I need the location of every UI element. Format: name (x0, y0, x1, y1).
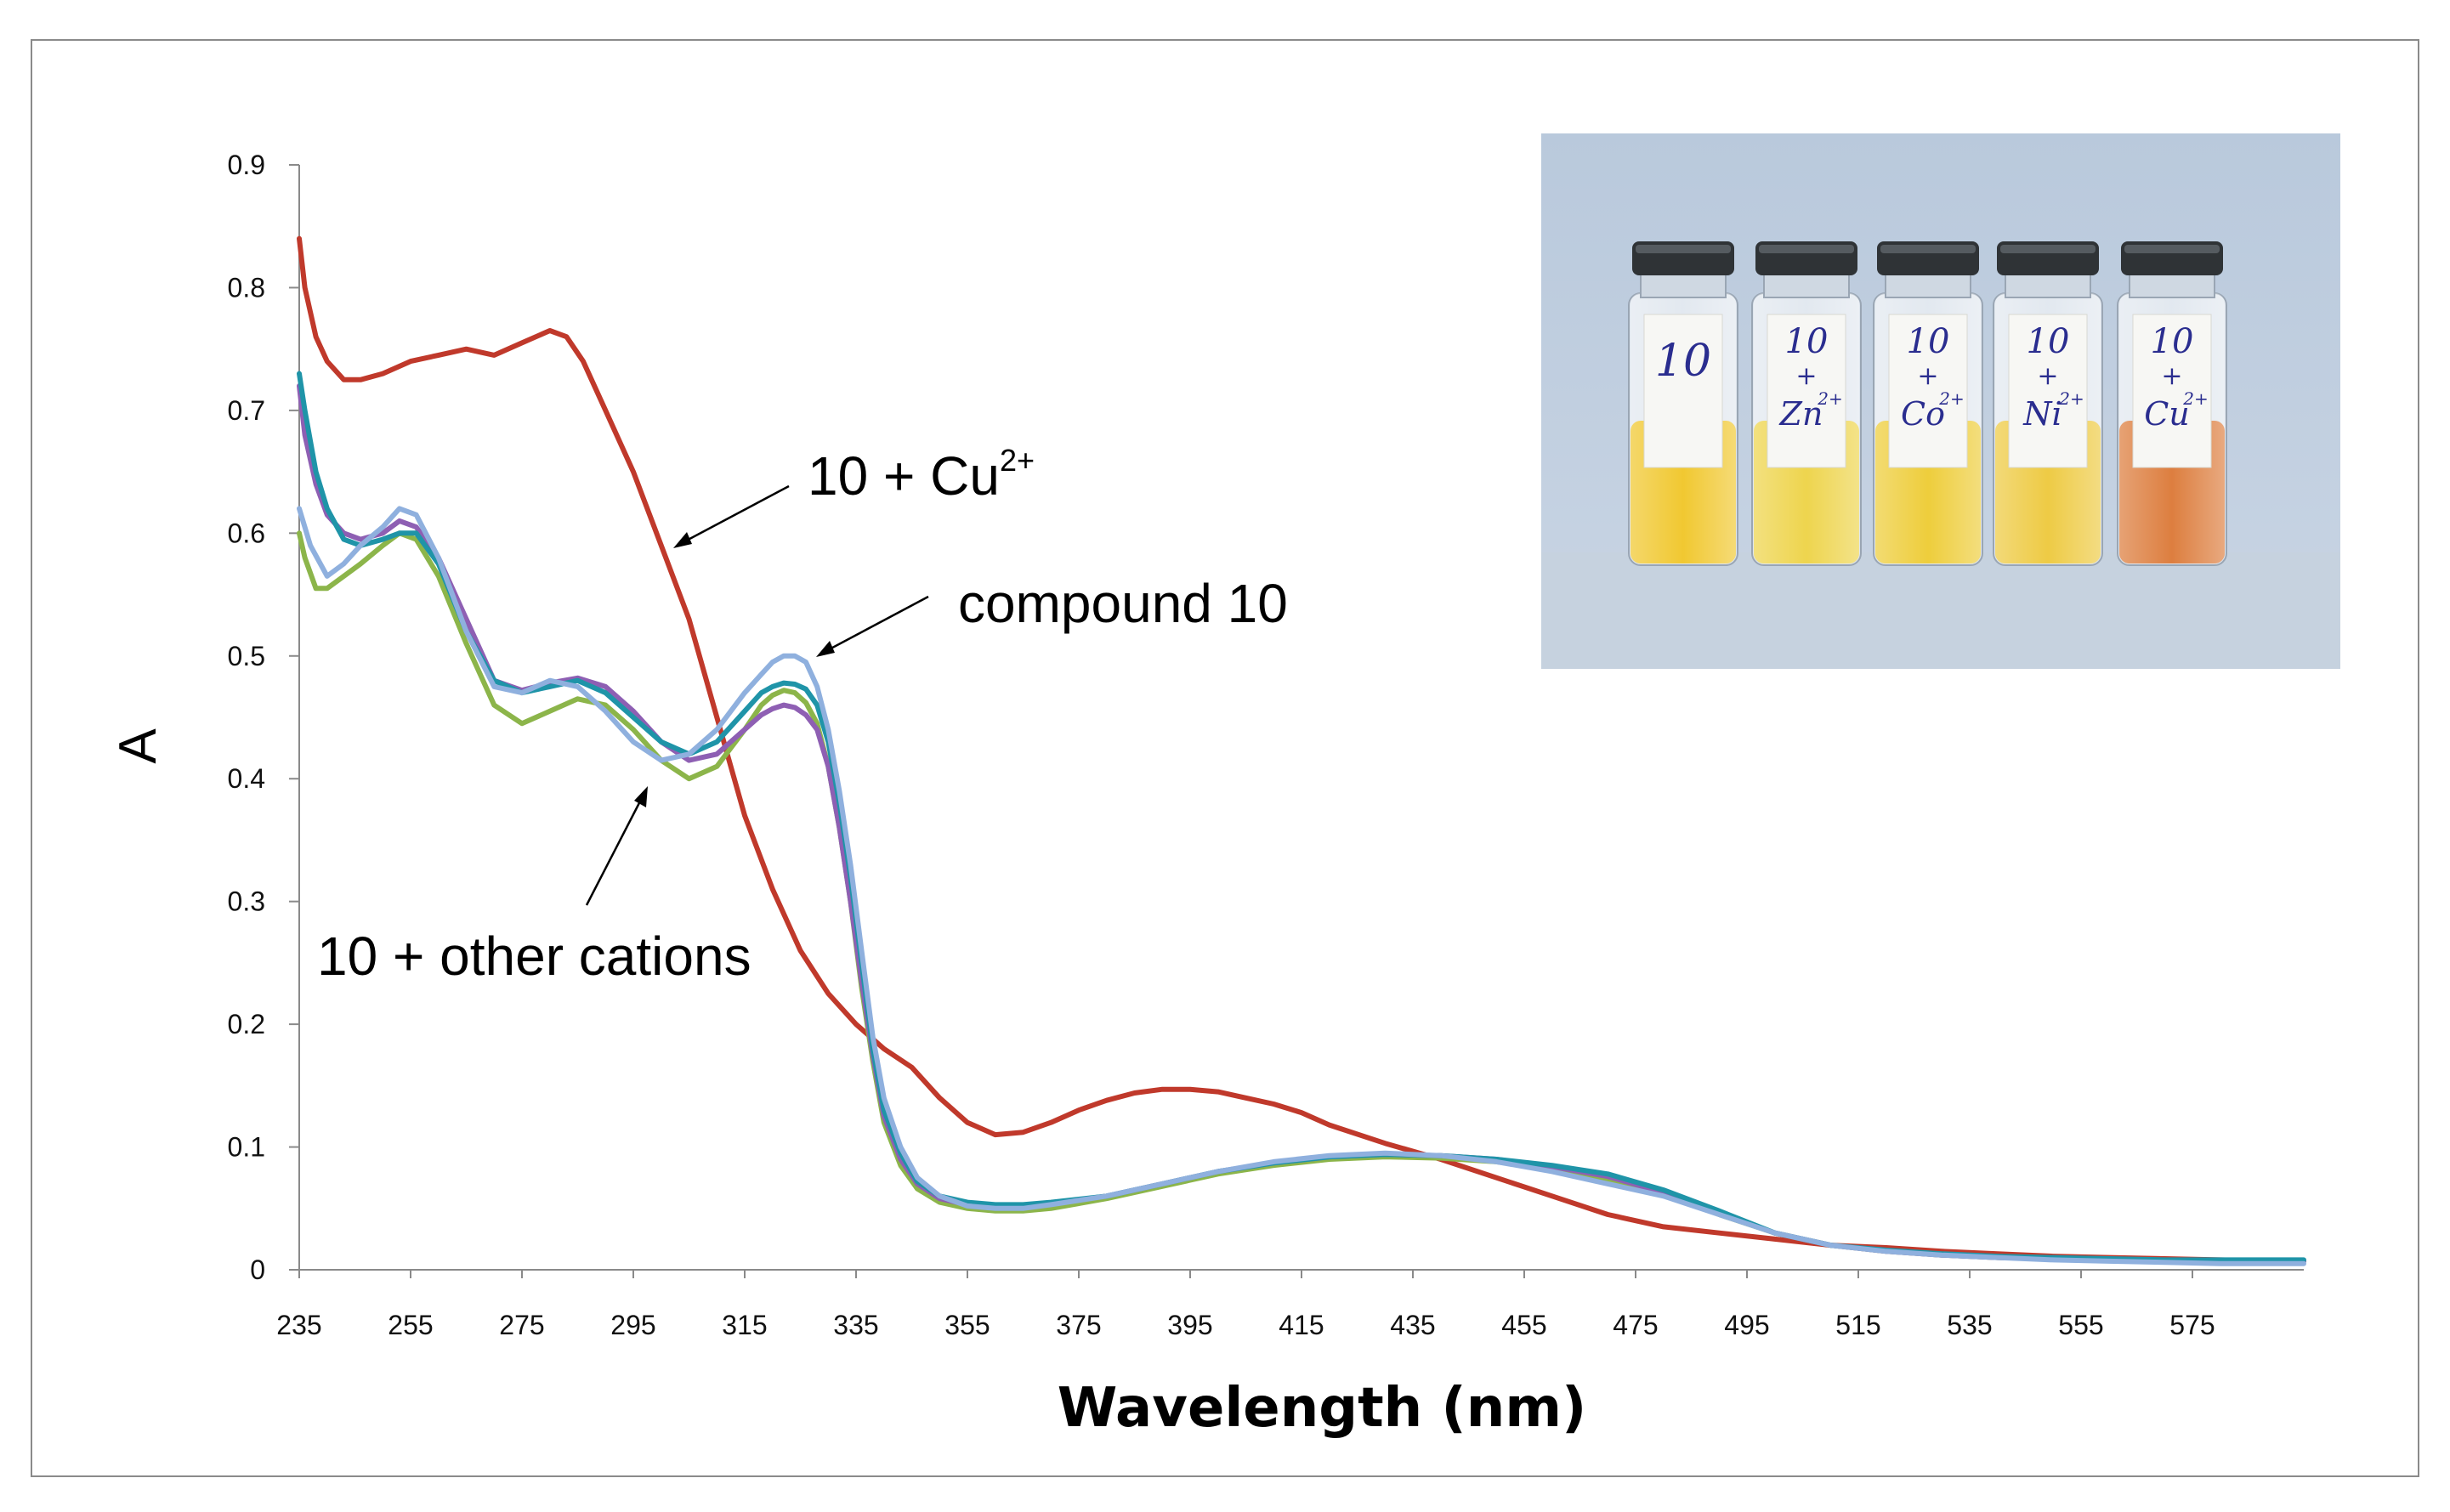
vial-label-sup: 2+ (2058, 388, 2084, 409)
x-tick-label: 575 (2169, 1310, 2215, 1340)
vial-cap-highlight (1880, 245, 1976, 253)
x-tick-label: 255 (388, 1310, 433, 1340)
y-tick-label: 0 (250, 1254, 265, 1285)
x-tick-label: 515 (1835, 1310, 1880, 1340)
y-tick-label: 0.7 (228, 395, 265, 426)
annotation-other-label: 10 + other cations (317, 926, 751, 987)
inset-shelf (1541, 552, 2340, 669)
y-tick-label: 0.4 (228, 763, 265, 794)
annotation-cu: 10 + Cu2+ (673, 443, 1035, 548)
y-tick-label: 0.2 (228, 1009, 265, 1039)
y-tick-label: 0.8 (228, 272, 265, 303)
vial: 10+ Zn2+ (1751, 241, 1862, 566)
vial-label-sup: 2+ (1938, 388, 1964, 409)
x-tick-label: 355 (944, 1310, 990, 1340)
y-tick-label: 0.6 (228, 518, 265, 548)
vial-label-text: 10 (1907, 322, 1950, 361)
annotation-cu-arrow (679, 484, 790, 546)
annotation-other-arrowhead (634, 786, 648, 807)
vial-cap-highlight (1759, 245, 1854, 253)
annotation-cu-arrowhead (673, 532, 692, 548)
x-tick-label: 415 (1279, 1310, 1324, 1340)
vial-cap-highlight (2000, 245, 2096, 253)
vial-label-text: Cu (2144, 395, 2190, 433)
x-tick-label: 455 (1501, 1310, 1546, 1340)
x-tick-label: 475 (1613, 1310, 1658, 1340)
vial: 10 (1628, 241, 1738, 566)
vial-label-sup: 2+ (1817, 388, 1842, 409)
series-line-compound-10 (297, 506, 2306, 1266)
vial-label-text: 10 (1785, 322, 1829, 361)
x-tick-label: 275 (499, 1310, 544, 1340)
vial-label-sup: 2+ (2182, 388, 2208, 409)
x-axis-ticks: 235 255 275 295 315 335 355 375 395 415 435 455 475 4… (276, 1270, 2215, 1340)
vial-label-text: + (2161, 361, 2182, 391)
annotation-compound: compound 10 (816, 573, 1288, 657)
x-tick-label: 335 (833, 1310, 878, 1340)
vial-label-text: 10 (1655, 336, 1711, 387)
vial-paper-label (1767, 314, 1846, 468)
x-tick-label: 235 (276, 1310, 321, 1340)
annotation-compound-label: compound 10 (958, 573, 1288, 634)
vial: 10+ Co2+ (1873, 241, 1983, 566)
vial-label-text: 10 (2027, 322, 2070, 361)
series-line-10-cu2- (297, 235, 2306, 1264)
annotation-compound-arrow (822, 595, 929, 654)
annotation-cu-label: 10 + Cu2+ (808, 443, 1035, 507)
x-tick-label: 375 (1056, 1310, 1101, 1340)
vial-paper-label (1888, 314, 1968, 468)
vial-paper-label (1643, 314, 1723, 468)
y-tick-label: 0.9 (228, 150, 265, 180)
annotation-other: 10 + other cations (317, 786, 751, 987)
vial-paper-label (2008, 314, 2088, 468)
y-tick-label: 0.3 (228, 886, 265, 917)
x-tick-label: 315 (722, 1310, 767, 1340)
vial-cap-highlight (1636, 245, 1731, 253)
x-tick-label: 555 (2058, 1310, 2103, 1340)
vial-label-text: + (1917, 361, 1938, 391)
y-axis-ticks: 0 0.1 0.2 0.3 0.4 0.5 0.6 0.7 0.8 0.9 (228, 150, 299, 1285)
vial: 10+ Ni2+ (1993, 241, 2103, 566)
vial-label-text: Zn (1779, 395, 1823, 433)
vial-label-text: + (1795, 361, 1817, 391)
x-tick-label: 535 (1947, 1310, 1992, 1340)
x-tick-label: 295 (610, 1310, 655, 1340)
vial-paper-label (2132, 314, 2212, 468)
annotation-compound-arrowhead (816, 641, 835, 657)
vial-label-text: Ni (2022, 395, 2062, 433)
annotation-other-arrow (585, 794, 645, 906)
x-axis-title: Wavelength (nm) (1058, 1377, 1587, 1440)
vial-cap-highlight (2124, 245, 2220, 253)
series-layer (297, 235, 2306, 1266)
x-tick-label: 435 (1390, 1310, 1435, 1340)
x-tick-label: 395 (1167, 1310, 1212, 1340)
vials-photo-inset: 10 10+Zn2+10+Co2+10+Ni2+10+Cu2+ (1541, 133, 2340, 669)
vial-label-text: + (2037, 361, 2058, 391)
x-tick-label: 495 (1724, 1310, 1769, 1340)
y-axis-title: A (109, 728, 167, 764)
y-tick-label: 0.5 (228, 641, 265, 671)
y-tick-label: 0.1 (228, 1132, 265, 1163)
vial: 10+ Cu2+ (2117, 241, 2227, 566)
vial-label-text: Co (1901, 395, 1945, 433)
vial-label-text: 10 (2151, 322, 2194, 361)
